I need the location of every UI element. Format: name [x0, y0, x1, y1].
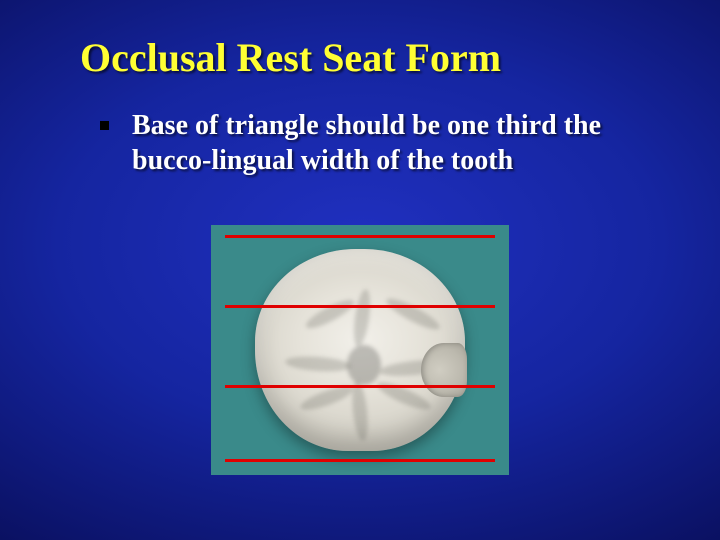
measure-line [225, 459, 495, 462]
bullet-list: Base of triangle should be one third the… [80, 108, 660, 178]
slide-title: Occlusal Rest Seat Form [80, 36, 660, 80]
tooth-groove [303, 295, 357, 333]
slide: Occlusal Rest Seat Form Base of triangle… [0, 0, 720, 540]
measure-line [225, 235, 495, 238]
tooth-body [255, 249, 465, 451]
measure-line [225, 385, 495, 388]
tooth-groove [285, 355, 352, 374]
bullet-item: Base of triangle should be one third the… [126, 108, 660, 178]
tooth-groove [383, 294, 443, 335]
measure-line [225, 305, 495, 308]
tooth-groove [351, 288, 373, 347]
rest-seat-prep [421, 343, 467, 397]
tooth-groove [347, 345, 381, 385]
tooth-figure [211, 225, 509, 475]
